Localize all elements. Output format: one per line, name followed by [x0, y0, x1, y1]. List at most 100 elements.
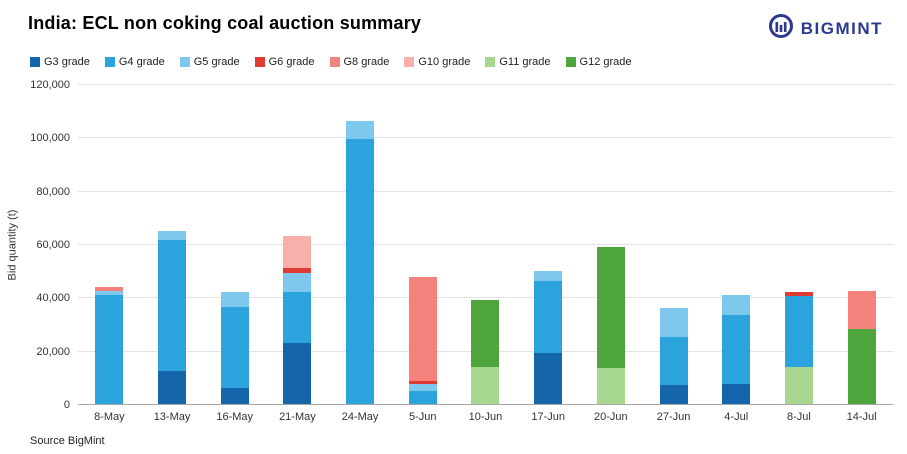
gridline [78, 190, 893, 192]
y-tick-label: 40,000 [36, 292, 70, 305]
bar-segment [847, 329, 876, 404]
bar-segment [784, 292, 813, 297]
x-axis: 8-May 13-May 16-May 21-May 24-May 5-Jun 10-Jun… [78, 411, 893, 423]
legend-item: G3 grade [30, 56, 90, 68]
bar-segment [95, 294, 124, 404]
legend-label: G6 grade [268, 56, 315, 68]
legend-label: G12 grade [579, 56, 632, 68]
legend-item: G4 grade [104, 56, 165, 68]
bar-column [141, 85, 204, 405]
stacked-bar [220, 292, 249, 404]
y-axis-title: Bid quantity (t) [6, 209, 19, 281]
bar-column [642, 85, 705, 405]
x-tick-label: 14-Jul [846, 411, 877, 423]
bar-segment [659, 385, 688, 404]
x-tick-label: 16-May [216, 411, 254, 423]
legend-swatch [30, 57, 40, 67]
bar-segment [283, 292, 312, 343]
gridline [78, 244, 893, 245]
bar-segment [283, 342, 312, 404]
bar-column [768, 85, 831, 405]
bar-segment [847, 290, 876, 330]
bar-segment [534, 281, 563, 354]
brand-name: BIGMINT [800, 18, 883, 38]
legend: G3 grade G4 grade G5 grade G6 grade G8 grade… [0, 44, 907, 68]
y-tick-label: 120,000 [30, 79, 70, 91]
bar-segment [722, 384, 751, 404]
bar-segment [158, 370, 187, 404]
bar-column [517, 85, 580, 405]
plot-area: 0 20,000 40,000 60,000 80,000 100,000 120,000 [30, 79, 893, 411]
stacked-bar [847, 290, 876, 404]
legend-swatch [104, 57, 115, 67]
bar-segment [534, 353, 563, 404]
stacked-bar [283, 236, 312, 404]
legend-item: G6 grade [254, 56, 315, 68]
legend-swatch [179, 57, 190, 67]
bar-segment [596, 246, 625, 368]
bar-column [454, 85, 517, 405]
bar-column [266, 85, 329, 405]
stacked-bar [158, 230, 187, 404]
bar-column [391, 85, 454, 405]
stacked-bar [722, 294, 751, 404]
stacked-bar [784, 292, 813, 404]
bar-segment [408, 390, 437, 404]
legend-item: G11 grade [485, 56, 551, 68]
bar-segment [95, 290, 124, 295]
bar-segment [471, 366, 500, 404]
bar-segment [158, 230, 187, 241]
stacked-bar [95, 286, 124, 404]
bar-segment [346, 121, 375, 139]
gridline [78, 137, 893, 139]
bar-segment [408, 381, 437, 385]
bar-segment [408, 277, 437, 382]
bar-segment [283, 268, 312, 274]
stacked-bar [534, 270, 563, 404]
x-tick-label: 10-Jun [468, 411, 503, 423]
bar-segment [220, 292, 249, 307]
bar-segment [596, 368, 625, 404]
y-tick-label: 60,000 [36, 239, 70, 251]
bar-segment [408, 384, 437, 391]
stacked-bar [659, 308, 688, 404]
source-note: Source BigMint [30, 435, 105, 447]
bar-segment [784, 366, 813, 404]
legend-item: G12 grade [565, 56, 632, 68]
y-tick-label: 20,000 [36, 345, 70, 358]
x-tick-label: 8-May [94, 411, 125, 423]
bar-segment [534, 270, 563, 282]
bar-segment [158, 240, 187, 371]
bar-segment [471, 300, 500, 367]
stacked-bar [471, 300, 500, 404]
legend-swatch [485, 57, 496, 67]
legend-label: G8 grade [343, 56, 390, 68]
x-tick-label: 13-May [153, 411, 191, 423]
legend-item: G8 grade [329, 56, 390, 68]
stacked-bar [596, 246, 625, 404]
y-tick-label: 80,000 [36, 185, 70, 198]
bar-segment [220, 388, 249, 404]
legend-swatch [254, 57, 265, 67]
bar-column [203, 85, 266, 405]
x-tick-label: 8-Jul [786, 411, 811, 423]
bar-segment [283, 236, 312, 269]
x-tick-label: 24-May [341, 411, 379, 423]
bar-segment [283, 273, 312, 293]
bar-segment [784, 296, 813, 367]
legend-label: G10 grade [418, 56, 471, 68]
x-tick-label: 20-Jun [594, 411, 628, 423]
bar-column [580, 85, 643, 405]
legend-label: G3 grade [44, 56, 90, 68]
legend-label: G5 grade [193, 56, 240, 68]
x-tick-label: 4-Jul [724, 411, 749, 423]
bar-column [705, 85, 768, 405]
bar-columns [78, 85, 893, 405]
legend-swatch [329, 57, 340, 67]
x-tick-label: 27-Jun [656, 411, 691, 423]
bar-segment [659, 308, 688, 338]
chart-title: India: ECL non coking coal auction summa… [28, 13, 422, 33]
legend-item: G10 grade [404, 56, 470, 68]
bar-column [830, 85, 893, 405]
bigmint-logo: BIGMINT [768, 13, 883, 44]
